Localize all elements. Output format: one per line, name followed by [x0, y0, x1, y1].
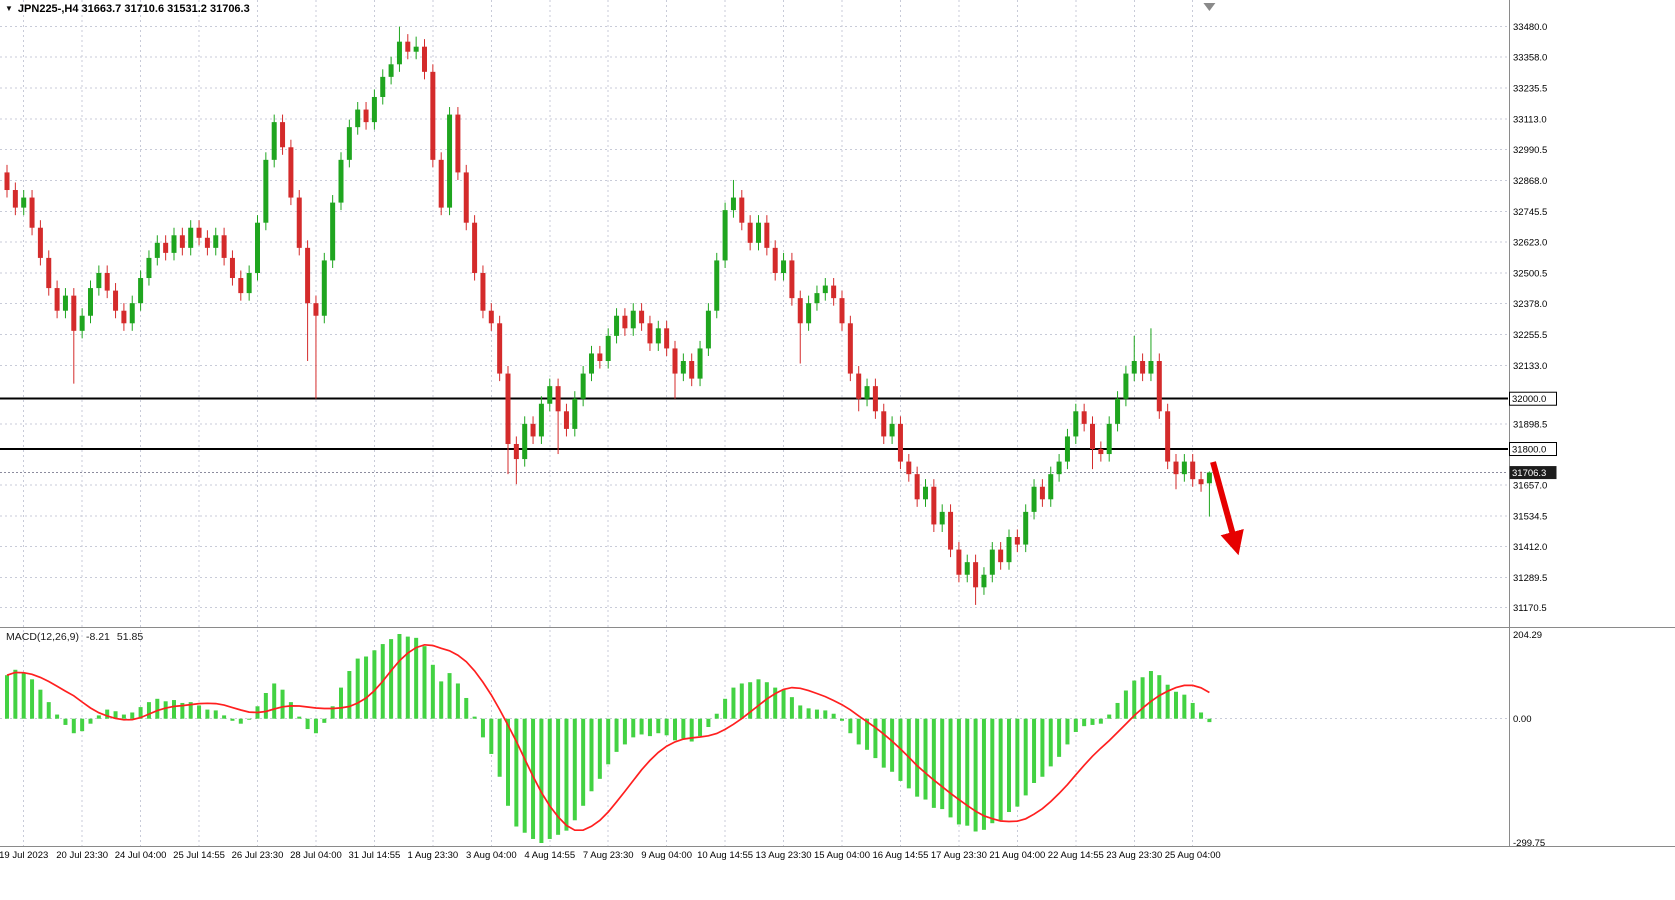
svg-text:32000.0: 32000.0: [1512, 394, 1546, 405]
arrow-annotation[interactable]: [1210, 461, 1244, 556]
svg-text:32868.0: 32868.0: [1513, 176, 1547, 187]
price-tags: 32000.0 31800.0 31706.3: [1509, 391, 1557, 480]
svg-text:28 Jul 04:00: 28 Jul 04:00: [290, 850, 342, 861]
svg-text:10 Aug 14:55: 10 Aug 14:55: [697, 850, 753, 861]
svg-text:32133.0: 32133.0: [1513, 361, 1547, 372]
svg-text:31657.0: 31657.0: [1513, 480, 1547, 491]
symbol-dropdown-icon[interactable]: ▼: [5, 4, 13, 13]
symbol-ohlc-label: JPN225-,H4 31663.7 31710.6 31531.2 31706…: [17, 3, 250, 15]
svg-text:16 Aug 14:55: 16 Aug 14:55: [872, 850, 928, 861]
macd-indicator-label: MACD(12,26,9) -8.21 51.85: [6, 631, 143, 643]
svg-text:20 Jul 23:30: 20 Jul 23:30: [56, 850, 108, 861]
macd-name: MACD(12,26,9): [6, 631, 79, 643]
svg-text:32378.0: 32378.0: [1513, 299, 1547, 310]
panel-separators: [0, 0, 1675, 847]
price-tag: 31706.3: [1509, 466, 1557, 480]
chart-shift-marker-icon[interactable]: [1203, 3, 1216, 11]
svg-text:31800.0: 31800.0: [1512, 445, 1546, 456]
svg-text:22 Aug 14:55: 22 Aug 14:55: [1048, 850, 1104, 861]
svg-text:32623.0: 32623.0: [1513, 238, 1547, 249]
svg-text:32745.5: 32745.5: [1513, 207, 1547, 218]
svg-text:26 Jul 23:30: 26 Jul 23:30: [232, 850, 284, 861]
svg-text:31898.5: 31898.5: [1513, 420, 1547, 431]
horizontal-price-lines[interactable]: [0, 397, 1508, 474]
macd-signal-value: 51.85: [116, 631, 144, 643]
svg-text:4 Aug 14:55: 4 Aug 14:55: [524, 850, 575, 861]
svg-text:-299.75: -299.75: [1513, 838, 1545, 849]
macd-signal-line: [6, 643, 1210, 832]
candlesticks: [4, 26, 1212, 605]
time-axis[interactable]: 19 Jul 2023 20 Jul 23:30 24 Jul 04:00 25 Ju…: [0, 850, 1221, 861]
price-tag: 31800.0: [1509, 442, 1557, 457]
svg-text:33235.5: 33235.5: [1513, 84, 1547, 95]
svg-text:19 Jul 2023: 19 Jul 2023: [0, 850, 48, 861]
grid-lines: [0, 0, 1508, 847]
svg-text:31170.5: 31170.5: [1513, 603, 1547, 614]
svg-text:0.00: 0.00: [1513, 714, 1532, 725]
svg-text:25 Aug 04:00: 25 Aug 04:00: [1165, 850, 1221, 861]
svg-text:31 Jul 14:55: 31 Jul 14:55: [349, 850, 401, 861]
svg-text:31412.0: 31412.0: [1513, 542, 1547, 553]
svg-text:13 Aug 23:30: 13 Aug 23:30: [756, 850, 812, 861]
svg-text:23 Aug 23:30: 23 Aug 23:30: [1106, 850, 1162, 861]
svg-text:31534.5: 31534.5: [1513, 511, 1547, 522]
svg-text:15 Aug 04:00: 15 Aug 04:00: [814, 850, 870, 861]
chart-title: ▼ JPN225-,H4 31663.7 31710.6 31531.2 317…: [5, 3, 250, 15]
svg-text:32255.5: 32255.5: [1513, 330, 1547, 341]
svg-text:33480.0: 33480.0: [1513, 22, 1547, 33]
svg-text:21 Aug 04:00: 21 Aug 04:00: [989, 850, 1045, 861]
svg-text:9 Aug 04:00: 9 Aug 04:00: [641, 850, 692, 861]
svg-text:204.29: 204.29: [1513, 630, 1542, 641]
svg-text:17 Aug 23:30: 17 Aug 23:30: [931, 850, 987, 861]
svg-text:33113.0: 33113.0: [1513, 114, 1547, 125]
svg-text:31706.3: 31706.3: [1512, 468, 1546, 479]
svg-text:1 Aug 23:30: 1 Aug 23:30: [407, 850, 458, 861]
svg-text:33358.0: 33358.0: [1513, 53, 1547, 64]
svg-text:32990.5: 32990.5: [1513, 145, 1547, 156]
svg-text:31289.5: 31289.5: [1513, 573, 1547, 584]
macd-hist-value: -8.21: [85, 631, 110, 643]
svg-text:3 Aug 04:00: 3 Aug 04:00: [466, 850, 517, 861]
price-axis[interactable]: 33480.0 33358.0 33235.5 33113.0 32990.5 32868…: [1513, 22, 1547, 849]
svg-text:32500.5: 32500.5: [1513, 268, 1547, 279]
price-tag: 32000.0: [1509, 391, 1557, 406]
svg-text:7 Aug 23:30: 7 Aug 23:30: [583, 850, 634, 861]
svg-text:25 Jul 14:55: 25 Jul 14:55: [173, 850, 225, 861]
svg-text:24 Jul 04:00: 24 Jul 04:00: [115, 850, 167, 861]
